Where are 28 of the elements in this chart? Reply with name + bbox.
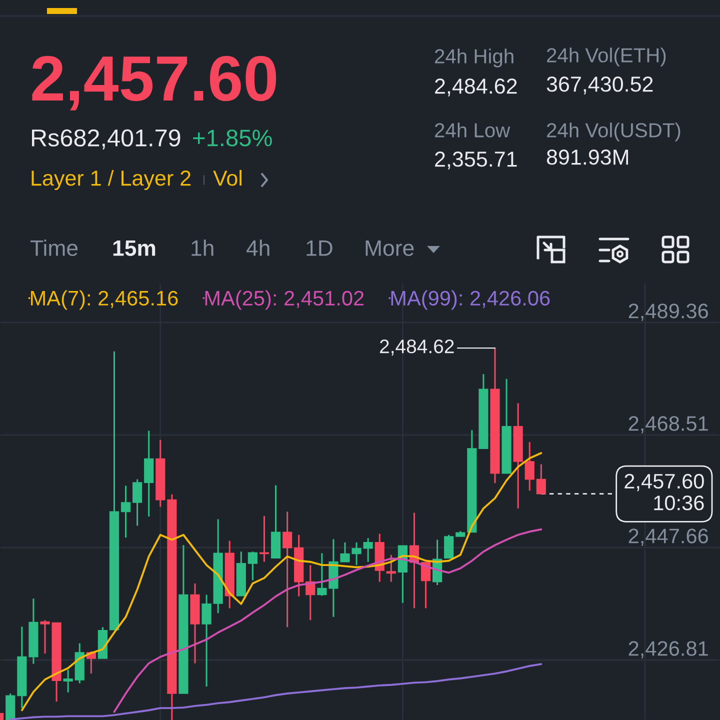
text: 891.93M	[546, 150, 628, 165]
legend-label: MA(25): 2,451.02	[205, 290, 364, 310]
text: Layer 1 / Layer 2	[32, 170, 190, 190]
text: Vol	[213, 170, 242, 186]
text: 24h Vol(USDT)	[547, 122, 680, 142]
y-tick-label: 2,426.81	[628, 641, 708, 658]
text: Time	[30, 240, 78, 256]
y-tick-label: 2,468.51	[628, 416, 708, 434]
text: 2,484.62	[435, 78, 517, 96]
annotation: 2,484.62	[380, 340, 454, 356]
text: 4h	[246, 240, 270, 256]
legend-label: MA(99): 2,426.06	[391, 290, 550, 310]
text: 1h	[192, 240, 214, 256]
text: 24h Vol(ETH)	[547, 48, 666, 66]
text: 24h High	[435, 48, 514, 68]
y-tick-label: 2,447.66	[628, 528, 708, 546]
text: 2,355.71	[435, 152, 517, 170]
chart-title: 2,457.60	[32, 56, 276, 110]
y-tick-label: 2,489.36	[628, 304, 708, 321]
text: Rs682,401.79	[32, 129, 180, 150]
text: 367,430.52	[546, 76, 653, 94]
text: More	[366, 240, 414, 256]
legend-label: MA(7): 2,465.16	[31, 290, 178, 310]
text: 24h Low	[435, 122, 510, 138]
text: 1D	[306, 240, 332, 256]
ref-line-label: 2,457.60 10:36	[624, 474, 704, 510]
text: 15m	[113, 240, 156, 256]
text: +1.85%	[193, 130, 272, 146]
